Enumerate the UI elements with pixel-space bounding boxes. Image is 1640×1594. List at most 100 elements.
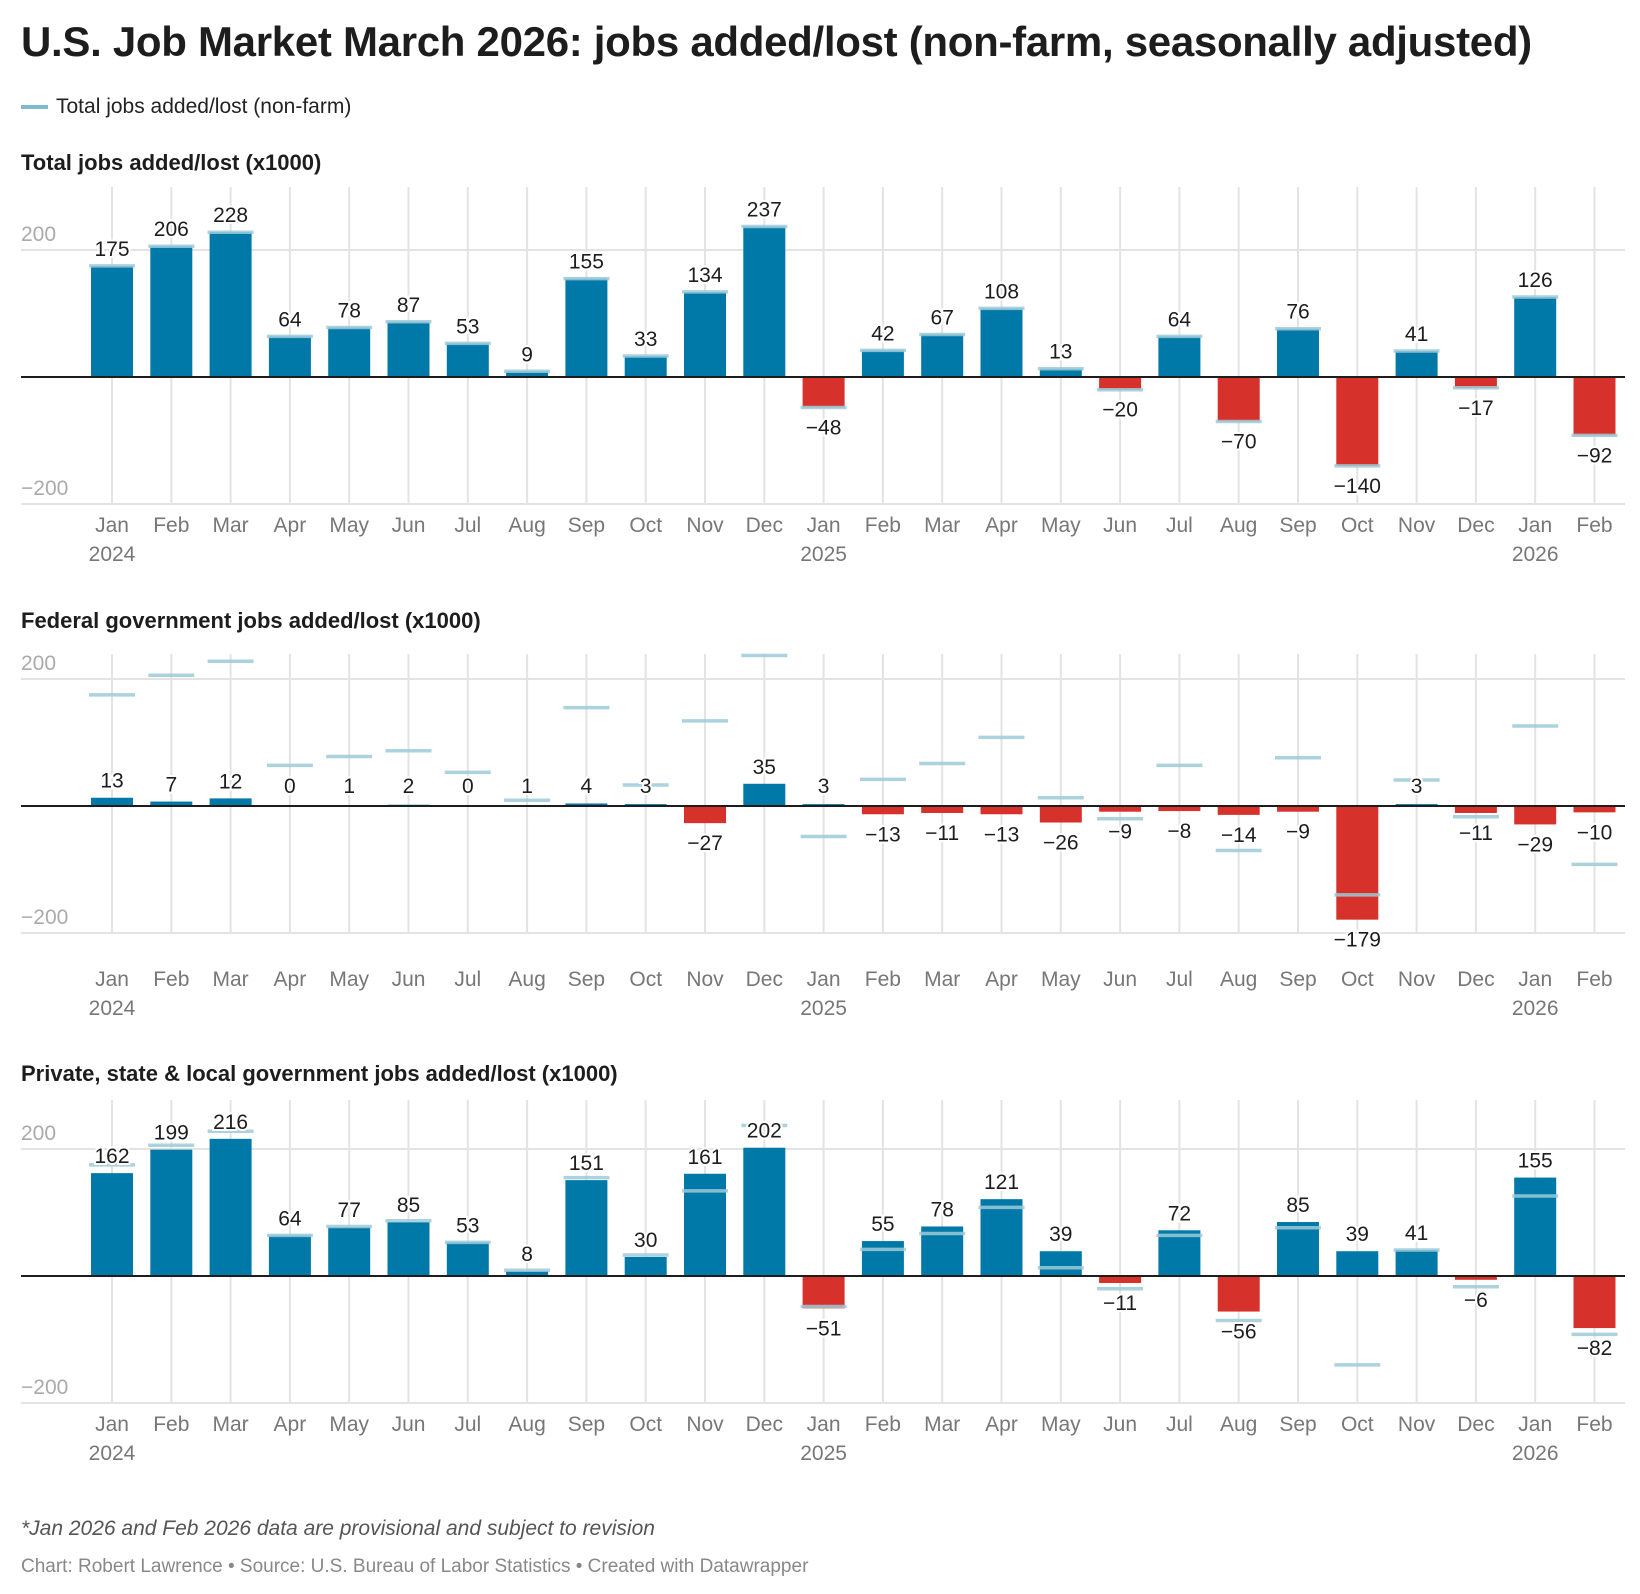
x-tick-label: Sep: [568, 968, 605, 991]
bar-feb: [150, 1149, 193, 1276]
x-year-label: 2025: [800, 997, 847, 1020]
bar-may: [1039, 368, 1082, 377]
bar-aug: [1217, 377, 1260, 422]
bar-mar: [921, 806, 964, 813]
data-label: −56: [1221, 1321, 1257, 1344]
data-label: 121: [984, 1171, 1019, 1194]
x-tick-label: Nov: [686, 1413, 724, 1436]
data-label: 3: [818, 775, 830, 798]
data-label: 85: [397, 1194, 420, 1217]
data-label: 41: [1405, 1222, 1428, 1245]
bar-jan: [91, 1173, 133, 1276]
data-label: 64: [278, 308, 302, 331]
x-tick-label: Mar: [213, 514, 249, 537]
y-tick-label: 200: [21, 1122, 56, 1145]
data-label: −82: [1577, 1337, 1613, 1360]
bar-nov: [684, 806, 726, 824]
bar-jun: [387, 1222, 430, 1276]
bar-oct: [624, 356, 667, 377]
x-tick-label: Mar: [924, 1413, 960, 1436]
bar-feb: [1573, 377, 1616, 436]
x-tick-label: Aug: [508, 1413, 545, 1436]
data-label: −27: [687, 832, 723, 855]
data-label: 78: [338, 299, 361, 322]
x-tick-label: May: [1041, 514, 1081, 537]
data-label: 39: [1049, 1223, 1072, 1246]
legend-label-total: Total jobs added/lost (non-farm): [56, 95, 352, 118]
bar-jul: [446, 1242, 489, 1276]
bar-jan: [802, 1276, 845, 1309]
x-tick-label: Feb: [153, 1413, 189, 1436]
y-tick-label: −200: [21, 906, 68, 929]
data-label: 151: [569, 1152, 604, 1175]
x-tick-label: Aug: [508, 514, 545, 537]
data-label: −10: [1577, 821, 1613, 844]
bar-apr: [268, 1235, 311, 1276]
data-label: −14: [1221, 824, 1257, 847]
bar-mar: [209, 798, 252, 806]
data-label: 8: [521, 1243, 533, 1266]
bar-oct: [1336, 1251, 1379, 1276]
x-year-label: 2025: [800, 543, 847, 566]
x-tick-label: Apr: [274, 1413, 307, 1436]
data-label: −29: [1517, 833, 1553, 856]
data-label: −17: [1458, 397, 1494, 420]
data-label: −9: [1108, 821, 1132, 844]
data-label: −11: [925, 822, 959, 845]
data-label: 85: [1286, 1194, 1309, 1217]
bar-feb: [861, 806, 904, 815]
x-tick-label: Jun: [1103, 968, 1137, 991]
x-tick-label: Oct: [629, 1413, 662, 1436]
data-label: 162: [94, 1145, 129, 1168]
bar-mar: [209, 232, 252, 377]
bar-sep: [1277, 328, 1319, 377]
x-tick-label: Jun: [392, 968, 426, 991]
bar-jun: [1099, 377, 1142, 390]
bar-feb: [1573, 806, 1616, 813]
x-tick-label: Nov: [686, 968, 724, 991]
x-tick-label: Jul: [1166, 1413, 1193, 1436]
x-tick-label: Oct: [1341, 968, 1374, 991]
data-label: 3: [640, 775, 652, 798]
data-label: −6: [1464, 1289, 1488, 1312]
bar-may: [328, 1227, 371, 1276]
data-label: 53: [456, 315, 479, 338]
bar-jul: [1158, 806, 1201, 812]
bar-oct: [624, 1256, 667, 1276]
bar-nov: [1395, 350, 1438, 377]
data-label: 7: [165, 774, 177, 797]
x-tick-label: Nov: [1398, 1413, 1436, 1436]
bar-feb: [150, 801, 193, 806]
x-tick-label: May: [1041, 968, 1081, 991]
data-label: 13: [100, 770, 123, 793]
x-tick-label: Nov: [686, 514, 724, 537]
bar-jan: [1514, 806, 1557, 825]
data-label: −140: [1334, 475, 1381, 498]
data-label: 1: [521, 775, 533, 798]
x-tick-label: Jun: [392, 1413, 426, 1436]
x-tick-label: Feb: [1576, 1413, 1612, 1436]
data-label: 199: [154, 1122, 189, 1145]
x-tick-label: Dec: [1457, 1413, 1494, 1436]
data-label: 67: [931, 306, 954, 329]
x-tick-label: Jan: [807, 1413, 841, 1436]
x-tick-label: Jan: [1518, 968, 1552, 991]
x-tick-label: Feb: [1576, 514, 1612, 537]
bar-feb: [861, 350, 904, 377]
bar-apr: [980, 1199, 1023, 1276]
x-tick-label: Mar: [213, 1413, 249, 1436]
data-label: −20: [1102, 399, 1138, 422]
data-label: 161: [687, 1146, 722, 1169]
x-tick-label: Jun: [1103, 514, 1137, 537]
x-tick-label: Jul: [454, 968, 481, 991]
data-label: 126: [1518, 269, 1553, 292]
x-tick-label: Sep: [1279, 514, 1316, 537]
data-label: −9: [1286, 821, 1310, 844]
footnote: *Jan 2026 and Feb 2026 data are provisio…: [21, 1517, 655, 1540]
bar-feb: [1573, 1276, 1616, 1329]
x-tick-label: Dec: [746, 514, 783, 537]
bar-jul: [446, 343, 489, 377]
bar-may: [1039, 806, 1082, 823]
bar-nov: [684, 1173, 726, 1276]
